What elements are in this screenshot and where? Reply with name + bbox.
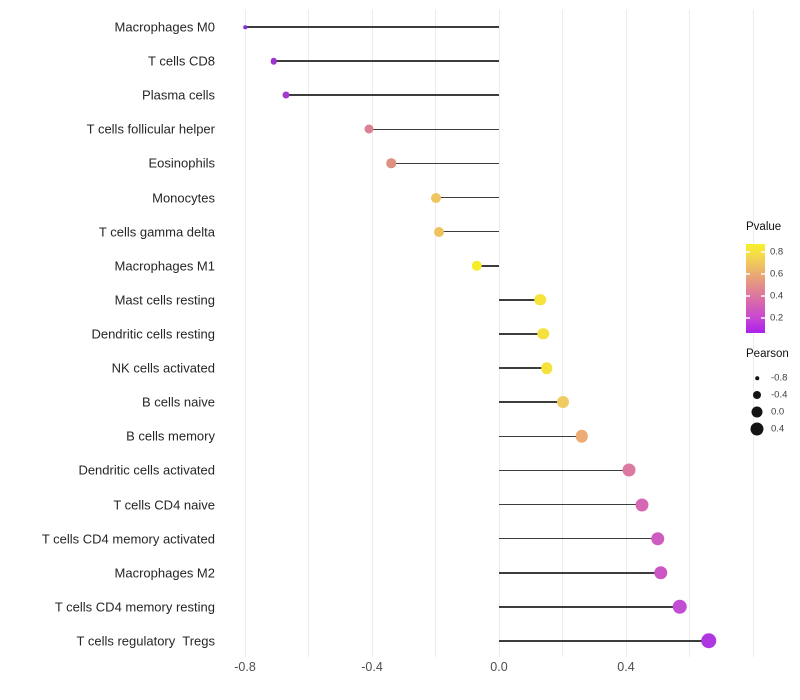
data-point-dot (635, 498, 649, 512)
pvalue-tick-notch (746, 273, 750, 275)
data-point-dot (471, 260, 483, 272)
gridline (752, 10, 754, 657)
category-label: Mast cells resting (114, 292, 215, 308)
pearson-legend-label: -0.4 (771, 389, 788, 401)
pvalue-tick-notch (746, 295, 750, 297)
data-point-dot (622, 463, 636, 477)
stem (499, 299, 541, 301)
category-label: Dendritic cells activated (78, 462, 215, 478)
stem (391, 162, 499, 165)
category-label: T cells CD4 naive (113, 497, 215, 513)
pvalue-legend-title: Pvalue (746, 221, 782, 233)
category-label: Plasma cells (142, 87, 215, 103)
stem (368, 128, 499, 131)
data-point-dot (700, 633, 717, 649)
x-tick-label: -0.8 (234, 660, 256, 674)
gridline (689, 10, 690, 657)
pvalue-tick-notch (761, 317, 765, 319)
pvalue-tick-label: 0.4 (770, 290, 784, 302)
gridline (371, 10, 373, 657)
data-point-dot (537, 328, 550, 340)
pvalue-tick-notch (761, 295, 765, 297)
category-label: T cells follicular helper (86, 121, 215, 137)
stem (499, 606, 680, 608)
data-point-dot (364, 124, 374, 134)
category-label: T cells CD4 memory resting (54, 599, 215, 615)
pvalue-tick-notch (746, 251, 750, 253)
pvalue-tick-notch (761, 251, 765, 253)
stem (499, 333, 544, 335)
data-point-dot (282, 91, 290, 99)
data-point-dot (651, 531, 665, 546)
category-label: Monocytes (152, 190, 215, 206)
stem (499, 401, 563, 403)
pvalue-tick-label: 0.2 (770, 312, 784, 324)
stem (499, 640, 709, 642)
stem (286, 94, 499, 96)
pearson-legend-title: Pearson (746, 348, 789, 360)
pearson-legend-dot (751, 406, 763, 418)
stem (499, 469, 630, 472)
category-label: Macrophages M0 (114, 19, 215, 35)
gridline (562, 10, 563, 657)
gridline (308, 10, 309, 657)
data-point-dot (270, 57, 277, 65)
gridline (244, 10, 246, 657)
pearson-legend-dot (755, 376, 759, 380)
data-point-dot (556, 396, 569, 409)
category-label: Eosinophils (148, 155, 216, 171)
category-label: T cells CD4 memory activated (41, 531, 215, 547)
pvalue-colorbar (746, 244, 765, 333)
data-point-dot (540, 362, 553, 374)
pvalue-tick-label: 0.6 (770, 268, 784, 280)
data-point-dot (386, 158, 396, 169)
x-tick-label: -0.4 (361, 660, 383, 674)
stem (245, 26, 499, 28)
data-point-dot (433, 226, 444, 237)
data-point-dot (430, 192, 441, 203)
gridline (625, 10, 627, 657)
pearson-legend-dot (750, 422, 764, 436)
data-point-dot (654, 566, 668, 580)
stem (273, 60, 499, 62)
x-tick-label: 0.0 (490, 660, 508, 674)
stem (499, 367, 547, 369)
pvalue-tick-notch (746, 317, 750, 319)
stem (476, 264, 499, 267)
pearson-legend-dot (753, 391, 761, 399)
pearson-legend-label: 0.4 (771, 423, 785, 435)
x-tick-label: 0.4 (617, 660, 635, 674)
category-label: NK cells activated (111, 360, 215, 376)
data-point-dot (672, 599, 688, 615)
category-label: B cells naive (142, 394, 215, 410)
data-point-dot (575, 430, 588, 443)
data-point-dot (534, 294, 547, 306)
category-label: T cells regulatory Tregs (76, 633, 215, 649)
category-label: Macrophages M2 (114, 565, 215, 581)
stem (499, 537, 658, 540)
category-label: T cells gamma delta (98, 224, 215, 240)
category-label: Macrophages M1 (114, 258, 215, 274)
stem (499, 503, 642, 506)
data-point-dot (243, 25, 247, 29)
gridline (435, 10, 436, 657)
stem (499, 435, 582, 438)
category-label: T cells CD8 (148, 53, 215, 69)
category-label: B cells memory (126, 428, 215, 444)
pvalue-tick-label: 0.8 (770, 246, 784, 258)
category-label: Dendritic cells resting (91, 326, 215, 342)
pearson-legend-label: -0.8 (771, 372, 788, 384)
pearson-legend-label: 0.0 (771, 406, 785, 418)
stem (438, 230, 499, 233)
stem (499, 571, 661, 574)
pvalue-tick-notch (761, 273, 765, 275)
stem (435, 196, 499, 199)
